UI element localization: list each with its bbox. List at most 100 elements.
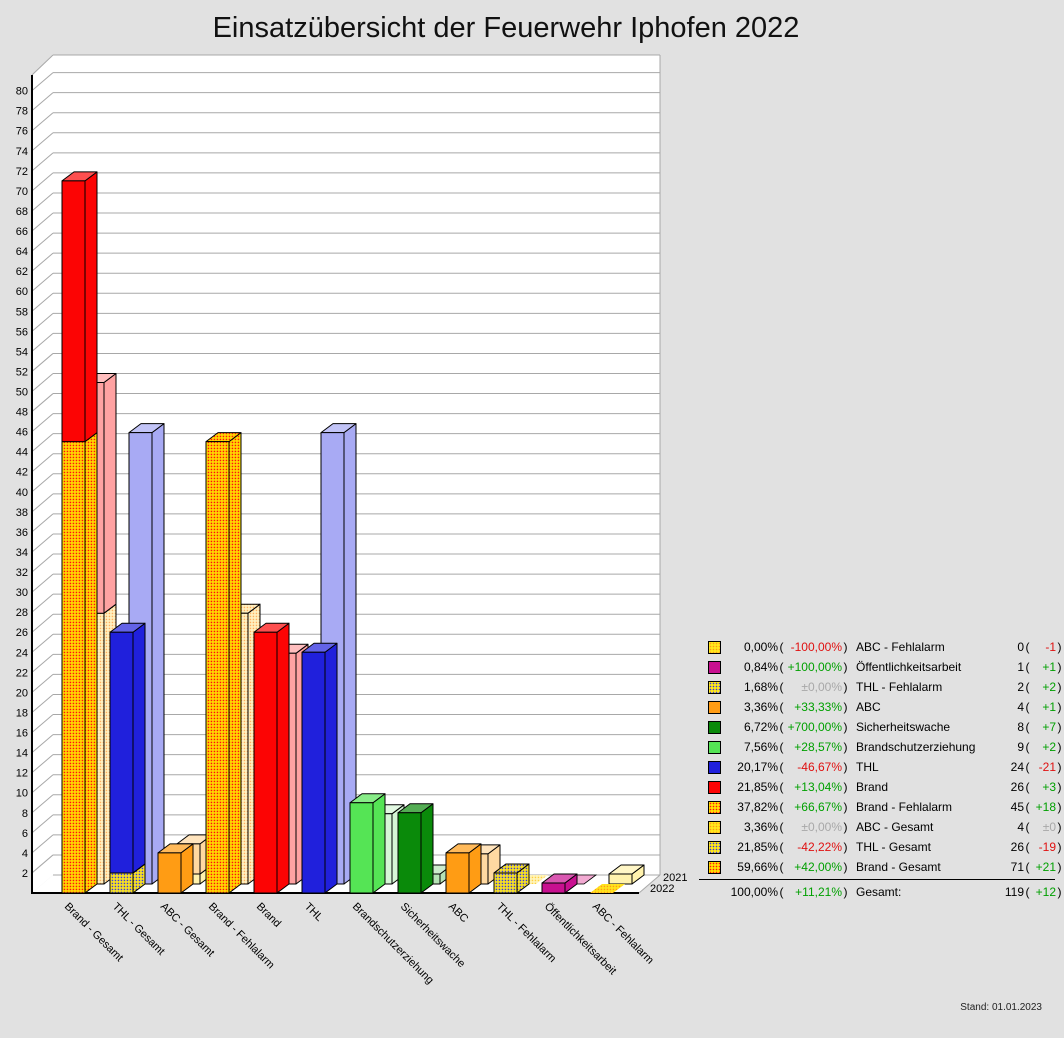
legend-row: 0,00%(-100,00%) ABC - Fehlalarm 0(-1)	[699, 637, 1062, 657]
legend-count-change: +21	[1035, 860, 1056, 874]
legend-count: 26	[1010, 840, 1024, 854]
paren-close: )	[843, 700, 848, 714]
svg-text:16: 16	[16, 728, 28, 740]
legend-row: 1,68%(±0,00%) THL - Fehlalarm 2(+2)	[699, 677, 1062, 697]
paren-open: (	[779, 740, 784, 754]
paren-close: )	[843, 760, 848, 774]
legend-percent-change: +13,04%	[794, 780, 842, 794]
legend-label: Gesamt:	[856, 885, 902, 899]
legend-label: Brandschutzerziehung	[856, 740, 976, 754]
legend-percent-change: -46,67%	[797, 760, 842, 774]
paren-open: (	[1025, 840, 1030, 854]
paren-close: )	[843, 820, 848, 834]
paren-open: (	[779, 860, 784, 874]
legend-count-change: +18	[1035, 800, 1056, 814]
legend-count: 45	[1010, 800, 1024, 814]
paren-open: (	[1025, 820, 1030, 834]
svg-text:70: 70	[16, 186, 28, 198]
svg-text:14: 14	[16, 748, 28, 760]
legend-label: ABC	[856, 700, 881, 714]
legend-count-change: +12	[1035, 885, 1056, 899]
legend-icon-spacer	[708, 886, 721, 899]
paren-open: (	[779, 780, 784, 794]
page-title: Einsatzübersicht der Feuerwehr Iphofen 2…	[212, 12, 800, 44]
svg-text:78: 78	[16, 106, 28, 118]
svg-text:64: 64	[16, 246, 28, 258]
svg-text:2022: 2022	[650, 883, 674, 895]
legend-count: 26	[1010, 780, 1024, 794]
svg-text:36: 36	[16, 527, 28, 539]
paren-open: (	[1025, 800, 1030, 814]
svg-text:4: 4	[22, 848, 28, 860]
svg-text:18: 18	[16, 707, 28, 719]
legend-percent: 6,72%	[743, 720, 778, 734]
paren-close: )	[843, 800, 848, 814]
legend-color-icon	[708, 780, 721, 794]
legend-color-icon	[708, 720, 721, 734]
legend-label: THL - Gesamt	[856, 840, 931, 854]
legend-count: 9	[1017, 740, 1024, 754]
svg-text:58: 58	[16, 306, 28, 318]
paren-close: )	[1057, 740, 1062, 754]
legend-row: 20,17%(-46,67%) THL 24(-21)	[699, 757, 1062, 777]
legend-count: 4	[1017, 700, 1024, 714]
svg-text:48: 48	[16, 407, 28, 419]
legend-count-change: -19	[1038, 840, 1056, 854]
legend-percent-change: +33,33%	[794, 700, 842, 714]
legend-color-icon	[708, 820, 721, 834]
legend-color-icon	[708, 740, 721, 754]
paren-close: )	[843, 860, 848, 874]
paren-close: )	[1057, 660, 1062, 674]
legend-count: 4	[1017, 820, 1024, 834]
legend-count-change: ±0	[1042, 820, 1056, 834]
legend-color-icon	[708, 640, 721, 654]
legend-color-icon	[708, 660, 721, 674]
legend-color-icon	[708, 800, 721, 814]
legend-percent-change: +700,00%	[787, 720, 842, 734]
paren-close: )	[1057, 840, 1062, 854]
legend-percent-change: +11,21%	[795, 885, 842, 899]
legend-label: Öffentlichkeitsarbeit	[856, 660, 962, 674]
legend-row: 3,36%(±0,00%) ABC - Gesamt 4(±0)	[699, 817, 1062, 837]
paren-close: )	[843, 680, 848, 694]
svg-text:22: 22	[16, 667, 28, 679]
svg-text:24: 24	[16, 647, 28, 659]
legend-count-change: +1	[1042, 660, 1056, 674]
paren-open: (	[1025, 780, 1030, 794]
svg-text:72: 72	[16, 166, 28, 178]
svg-text:Brandschutzerziehung: Brandschutzerziehung	[350, 901, 436, 987]
legend-count: 2	[1017, 680, 1024, 694]
paren-open: (	[779, 660, 784, 674]
legend-count-change: +1	[1042, 700, 1056, 714]
legend-percent: 59,66%	[737, 860, 778, 874]
legend-percent: 0,84%	[743, 660, 778, 674]
legend-count-change: +2	[1042, 740, 1056, 754]
paren-open: (	[779, 885, 784, 899]
svg-text:28: 28	[16, 607, 28, 619]
status-date-label: Stand: 01.01.2023	[960, 1002, 1042, 1013]
paren-close: )	[843, 640, 848, 654]
legend-percent: 1,68%	[743, 680, 778, 694]
svg-text:52: 52	[16, 366, 28, 378]
legend-label: ABC - Gesamt	[856, 820, 934, 834]
svg-text:34: 34	[16, 547, 28, 559]
legend-color-icon	[708, 760, 721, 774]
paren-open: (	[779, 800, 784, 814]
legend-row: 3,36%(+33,33%) ABC 4(+1)	[699, 697, 1062, 717]
paren-open: (	[1025, 740, 1030, 754]
legend-percent-change: -42,22%	[797, 840, 842, 854]
legend-percent-change: +42,00%	[794, 860, 842, 874]
paren-open: (	[779, 680, 784, 694]
svg-text:26: 26	[16, 627, 28, 639]
paren-close: )	[843, 780, 848, 794]
legend-label: Brand	[856, 780, 889, 794]
legend-count: 0	[1017, 640, 1024, 654]
paren-close: )	[843, 720, 848, 734]
svg-text:50: 50	[16, 387, 28, 399]
svg-text:Brand: Brand	[254, 901, 283, 930]
legend-label: Sicherheitswache	[856, 720, 951, 734]
legend-total-row: 100,00%(+11,21%) Gesamt: 119(+12)	[699, 879, 1062, 902]
svg-text:60: 60	[16, 286, 28, 298]
paren-open: (	[779, 640, 784, 654]
